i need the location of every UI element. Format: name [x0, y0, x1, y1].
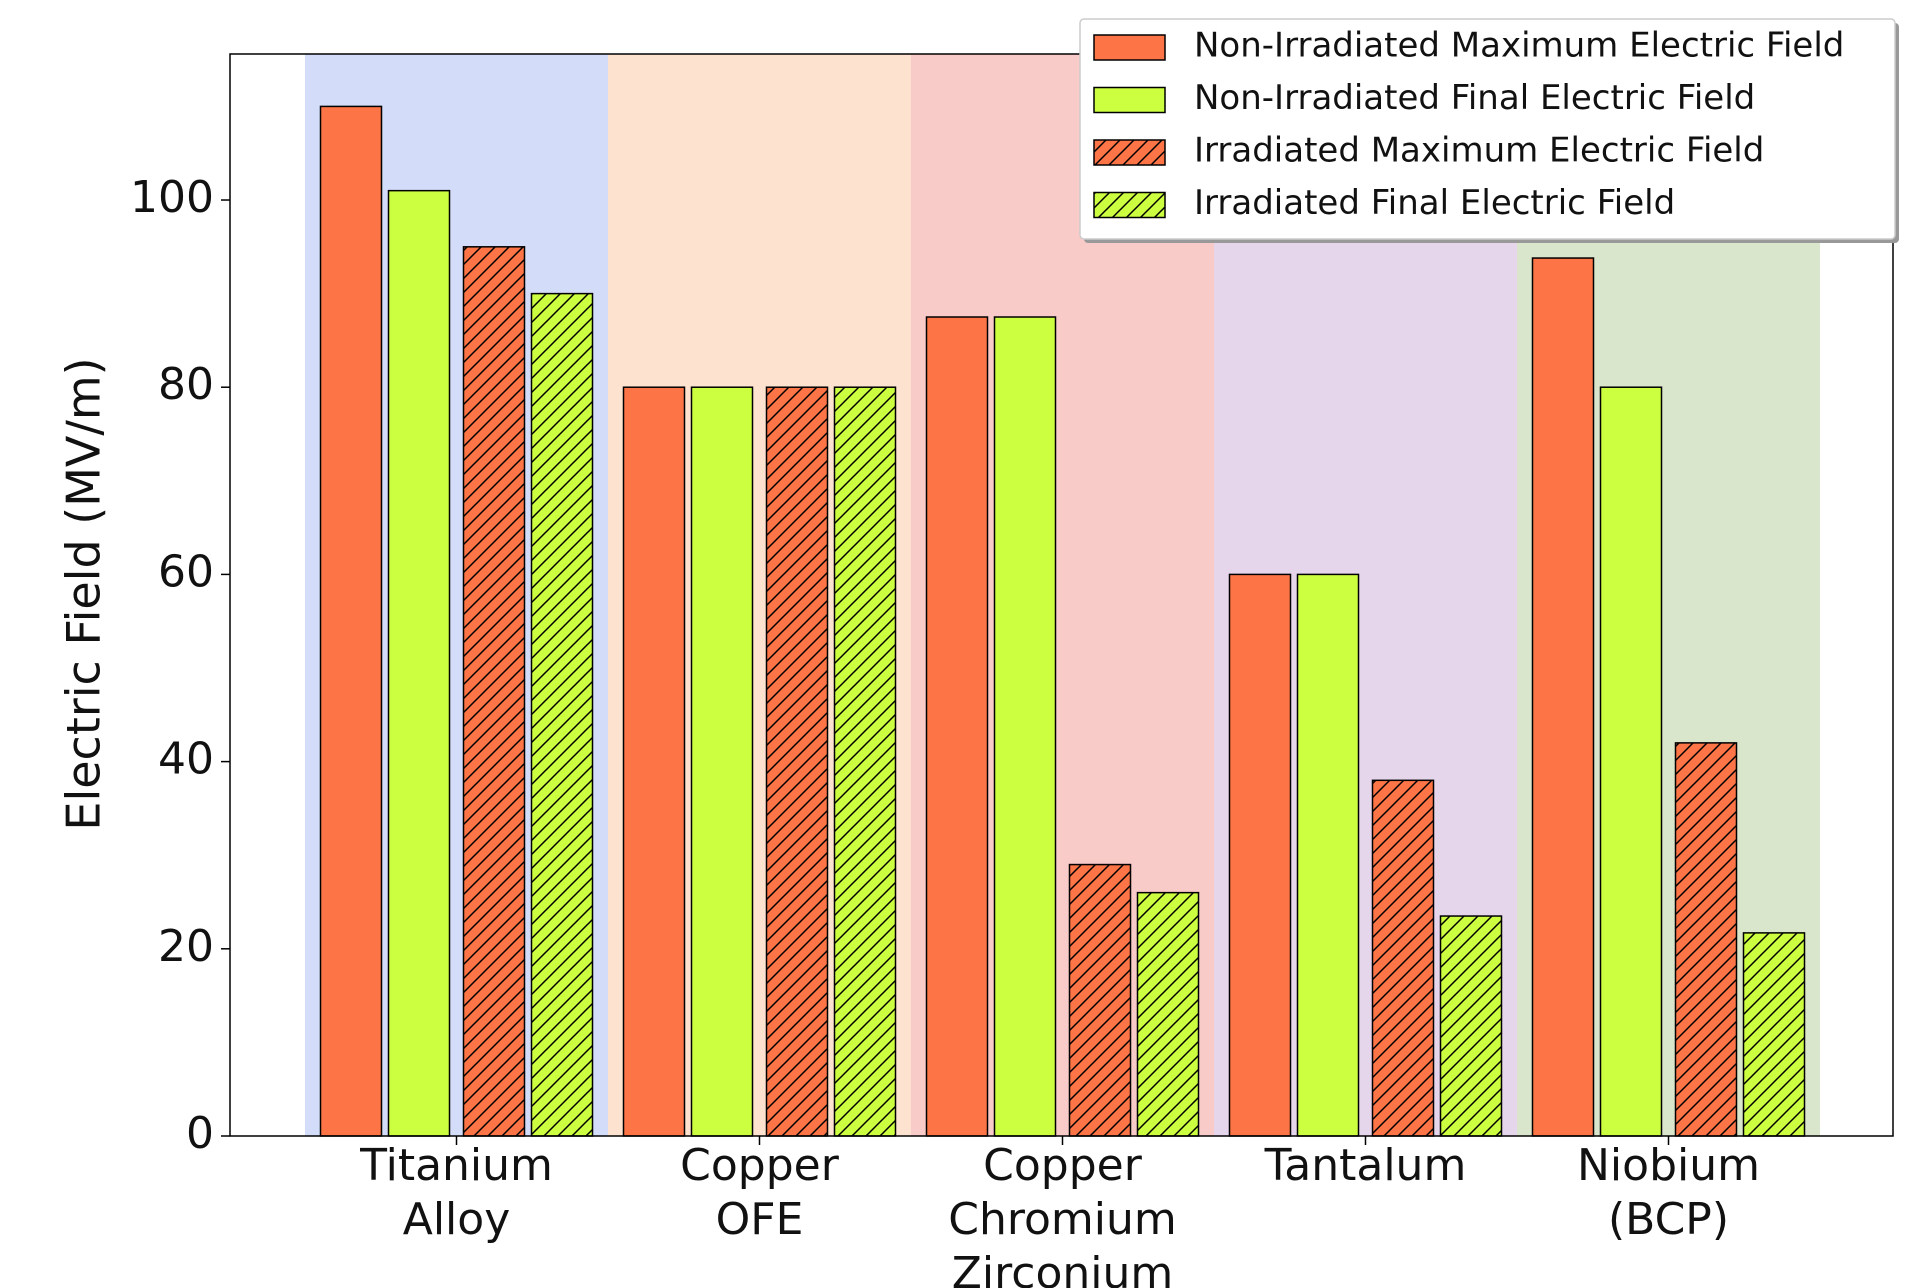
legend-swatch: [1093, 139, 1166, 166]
y-tick-label: 0: [186, 1108, 214, 1159]
bar: [765, 386, 829, 1137]
y-tick-label: 40: [158, 734, 214, 785]
x-tick-label: Copper OFE: [680, 1140, 840, 1245]
bar: [1136, 891, 1200, 1137]
bar: [1742, 932, 1806, 1137]
y-tick-label: 20: [158, 921, 214, 972]
bar: [530, 292, 594, 1137]
y-tick-label: 100: [130, 172, 214, 223]
y-axis-label: Electric Field (MV/m): [57, 357, 111, 830]
x-tick-label: Tantalum: [1264, 1140, 1467, 1191]
plot-frame: [229, 53, 1894, 1137]
legend-box: [1079, 18, 1896, 240]
bar: [833, 386, 897, 1137]
x-tick-label: Copper Chromium Zirconium: [948, 1140, 1177, 1288]
bar: [622, 386, 686, 1137]
bar: [1599, 386, 1663, 1137]
bar: [1068, 863, 1132, 1137]
bar: [1531, 257, 1595, 1137]
legend-swatch: [1093, 191, 1166, 219]
bar: [1439, 915, 1503, 1137]
bar: [1674, 742, 1738, 1137]
legend-label: Non-Irradiated Maximum Electric Field: [1194, 26, 1844, 66]
legend-swatch: [1093, 86, 1166, 114]
bar: [690, 386, 754, 1137]
legend-swatch: [1093, 34, 1166, 61]
bar: [1228, 573, 1292, 1137]
bar: [993, 316, 1057, 1137]
y-tick-label: 80: [158, 359, 214, 410]
y-tick-label: 60: [158, 546, 214, 597]
bar: [1296, 573, 1360, 1137]
bar: [462, 246, 526, 1137]
legend-label: Irradiated Final Electric Field: [1194, 183, 1675, 223]
legend-label: Non-Irradiated Final Electric Field: [1194, 78, 1755, 118]
x-tick-label: Titanium Alloy: [359, 1140, 553, 1245]
bar: [925, 316, 989, 1137]
bar: [319, 105, 383, 1137]
bar: [387, 189, 451, 1137]
legend-label: Irradiated Maximum Electric Field: [1194, 131, 1764, 171]
bar: [1371, 779, 1435, 1137]
x-tick-label: Niobium (BCP): [1577, 1140, 1760, 1245]
